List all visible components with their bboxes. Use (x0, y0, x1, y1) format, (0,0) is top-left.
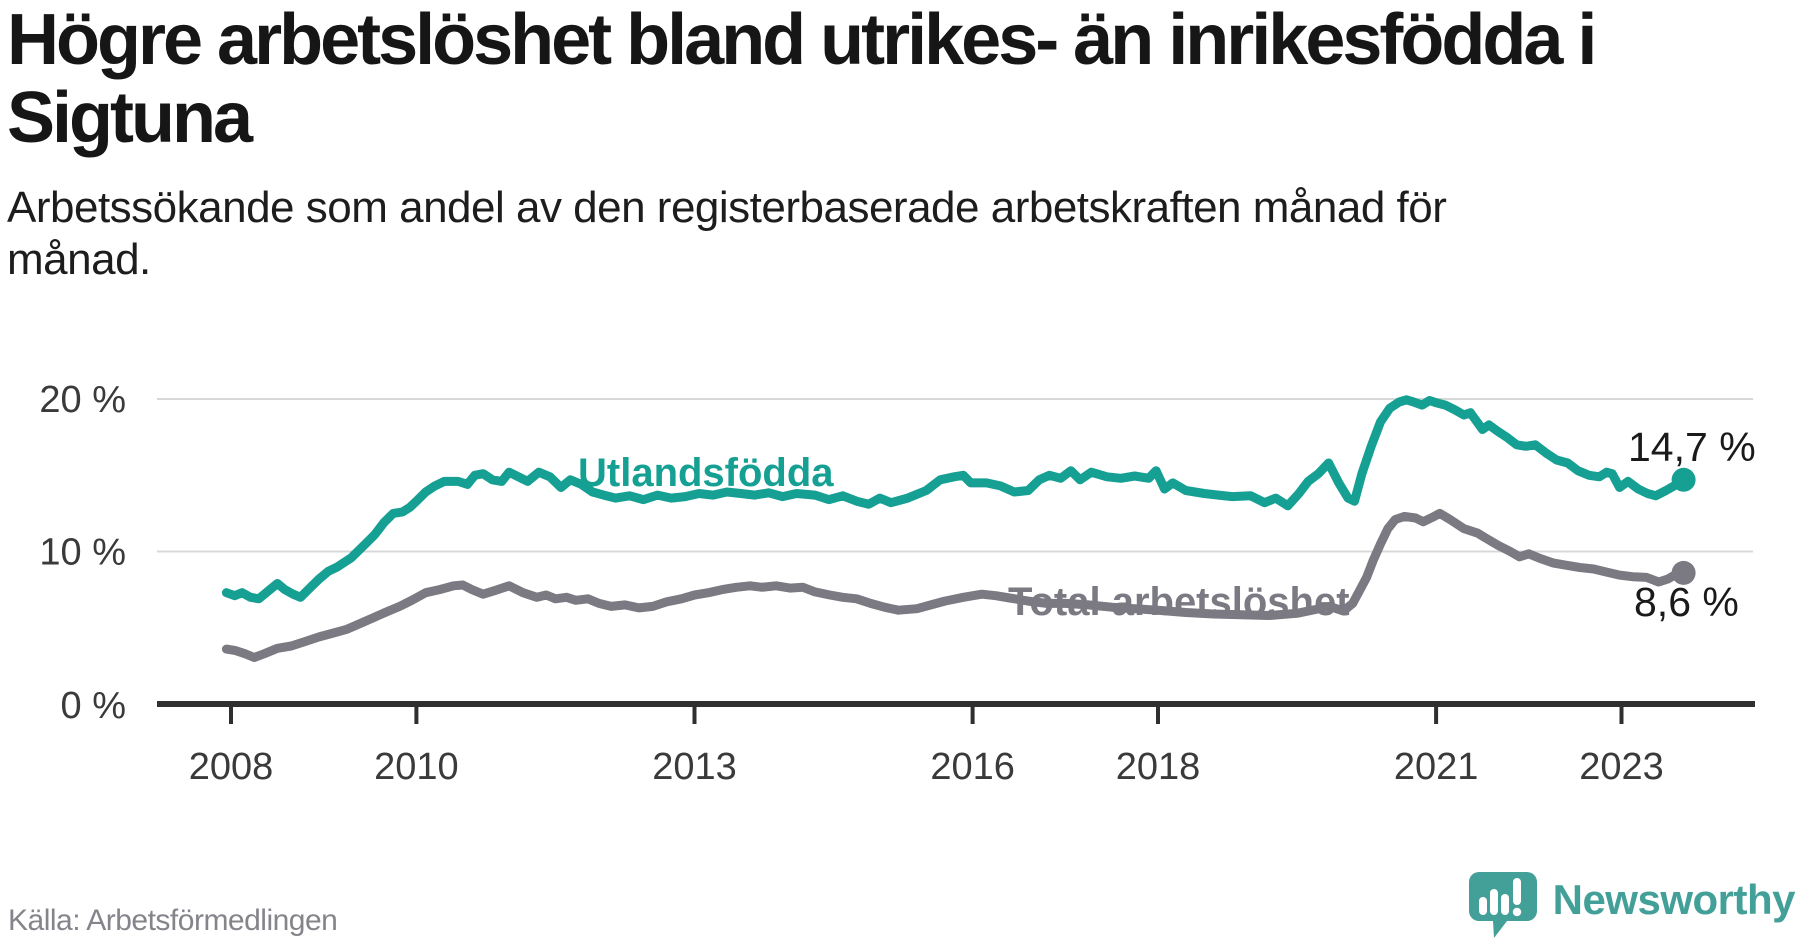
source-note: Källa: Arbetsförmedlingen (8, 904, 338, 937)
x-tick-label-2021: 2021 (1394, 746, 1479, 788)
newsworthy-brand: Newsworthy (1467, 870, 1796, 944)
x-tick-label-2018: 2018 (1116, 746, 1201, 788)
bar-3 (1500, 894, 1509, 915)
x-tick-label-2010: 2010 (374, 746, 459, 788)
chart-header: Högre arbetslöshet bland utrikes- än inr… (7, 0, 1797, 287)
exclamation-dot (1512, 907, 1521, 917)
series-line-utlandsfodda (221, 395, 1689, 604)
series-end-dot-total-arbetsloshet (1671, 560, 1696, 585)
x-tick-label-2023: 2023 (1579, 746, 1664, 788)
chart-subtitle: Arbetssökande som andel av den registerb… (7, 182, 1797, 288)
y-tick-label-0: 0 % (61, 685, 126, 727)
y-tick-label-10: 10 % (39, 532, 126, 574)
exclamation-bar (1512, 878, 1521, 905)
brand-name: Newsworthy (1552, 876, 1796, 923)
end-value-label-utlandsfodda: 14,7 % (1628, 424, 1756, 470)
subtitle-line-1: Arbetssökande som andel av den registerb… (7, 182, 1447, 232)
x-tick-label-2008: 2008 (189, 746, 274, 788)
x-tick-label-2016: 2016 (930, 746, 1015, 788)
series-label-total-arbetsloshet: Total arbetslöshet (1008, 580, 1350, 624)
newsworthy-logo-icon (1468, 872, 1537, 938)
series-line-total-arbetsloshet (221, 508, 1689, 662)
chart-plot-area: 0 % 10 % 20 % 2008 2010 2013 2016 2018 2021 2023 (39, 379, 1755, 788)
subtitle-line-2: månad. (7, 235, 151, 285)
series-label-utlandsfodda: Utlandsfödda (578, 451, 834, 495)
title-line-1: Högre arbetslöshet bland utrikes- än inr… (7, 0, 1597, 80)
bar-1 (1478, 897, 1487, 915)
page-title: Högre arbetslöshet bland utrikes- än inr… (7, 0, 1797, 158)
title-line-2: Sigtuna (7, 77, 253, 158)
x-tick-label-2013: 2013 (652, 746, 737, 788)
bar-2 (1489, 889, 1498, 915)
end-value-label-total: 8,6 % (1634, 579, 1739, 625)
series-end-dot-utlandsfodda (1671, 467, 1696, 492)
y-tick-label-20: 20 % (39, 379, 126, 421)
